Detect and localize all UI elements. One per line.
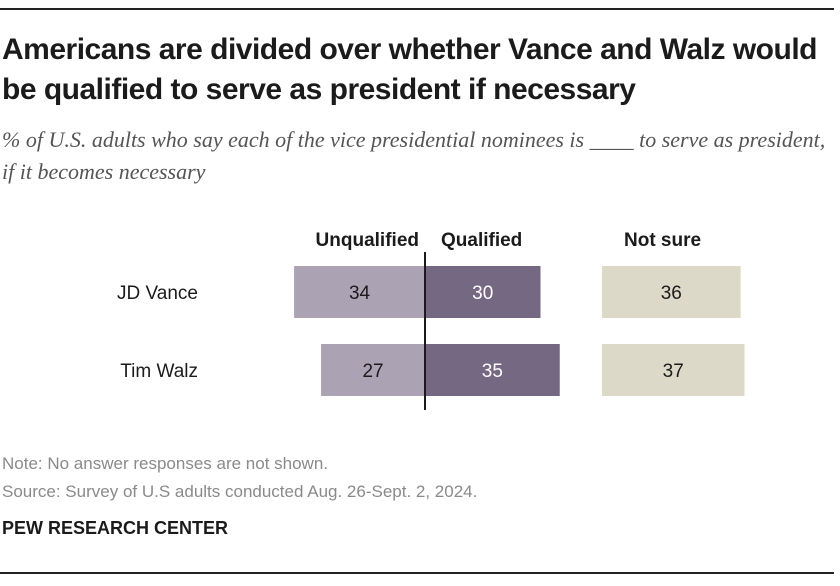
value-label-qualified-tim-walz: 35 xyxy=(482,361,503,382)
value-label-not-sure-tim-walz: 37 xyxy=(663,361,684,382)
brand-logo-text: PEW RESEARCH CENTER xyxy=(2,518,229,538)
chart-note: Note: No answer responses are not shown. xyxy=(2,454,329,473)
chart-subtitle: % of U.S. adults who say each of the vic… xyxy=(2,127,826,184)
bar-unqualified-tim-walz xyxy=(321,344,425,396)
series-header-qualified: Qualified xyxy=(441,230,522,251)
value-label-unqualified-jd-vance: 34 xyxy=(349,283,371,304)
bar-qualified-tim-walz xyxy=(425,344,560,396)
category-label-tim-walz: Tim Walz xyxy=(120,361,198,382)
bar-unqualified-jd-vance xyxy=(294,266,425,318)
value-label-qualified-jd-vance: 30 xyxy=(472,283,493,304)
category-label-jd-vance: JD Vance xyxy=(117,283,198,304)
value-label-not-sure-jd-vance: 36 xyxy=(661,283,682,304)
chart-title: Americans are divided over whether Vance… xyxy=(2,33,817,106)
top-rule xyxy=(0,8,834,10)
chart-source: Source: Survey of U.S adults conducted A… xyxy=(2,482,478,501)
value-label-unqualified-tim-walz: 27 xyxy=(362,361,383,382)
bottom-rule xyxy=(0,572,834,574)
diverging-bar-chart: Unqualified Qualified Not sure JD Vance 34 30… xyxy=(117,230,745,410)
bar-not-sure-tim-walz xyxy=(602,344,745,396)
series-header-unqualified: Unqualified xyxy=(316,230,419,251)
series-header-not-sure: Not sure xyxy=(624,230,701,251)
bar-not-sure-jd-vance xyxy=(602,266,741,318)
bar-qualified-jd-vance xyxy=(425,266,541,318)
